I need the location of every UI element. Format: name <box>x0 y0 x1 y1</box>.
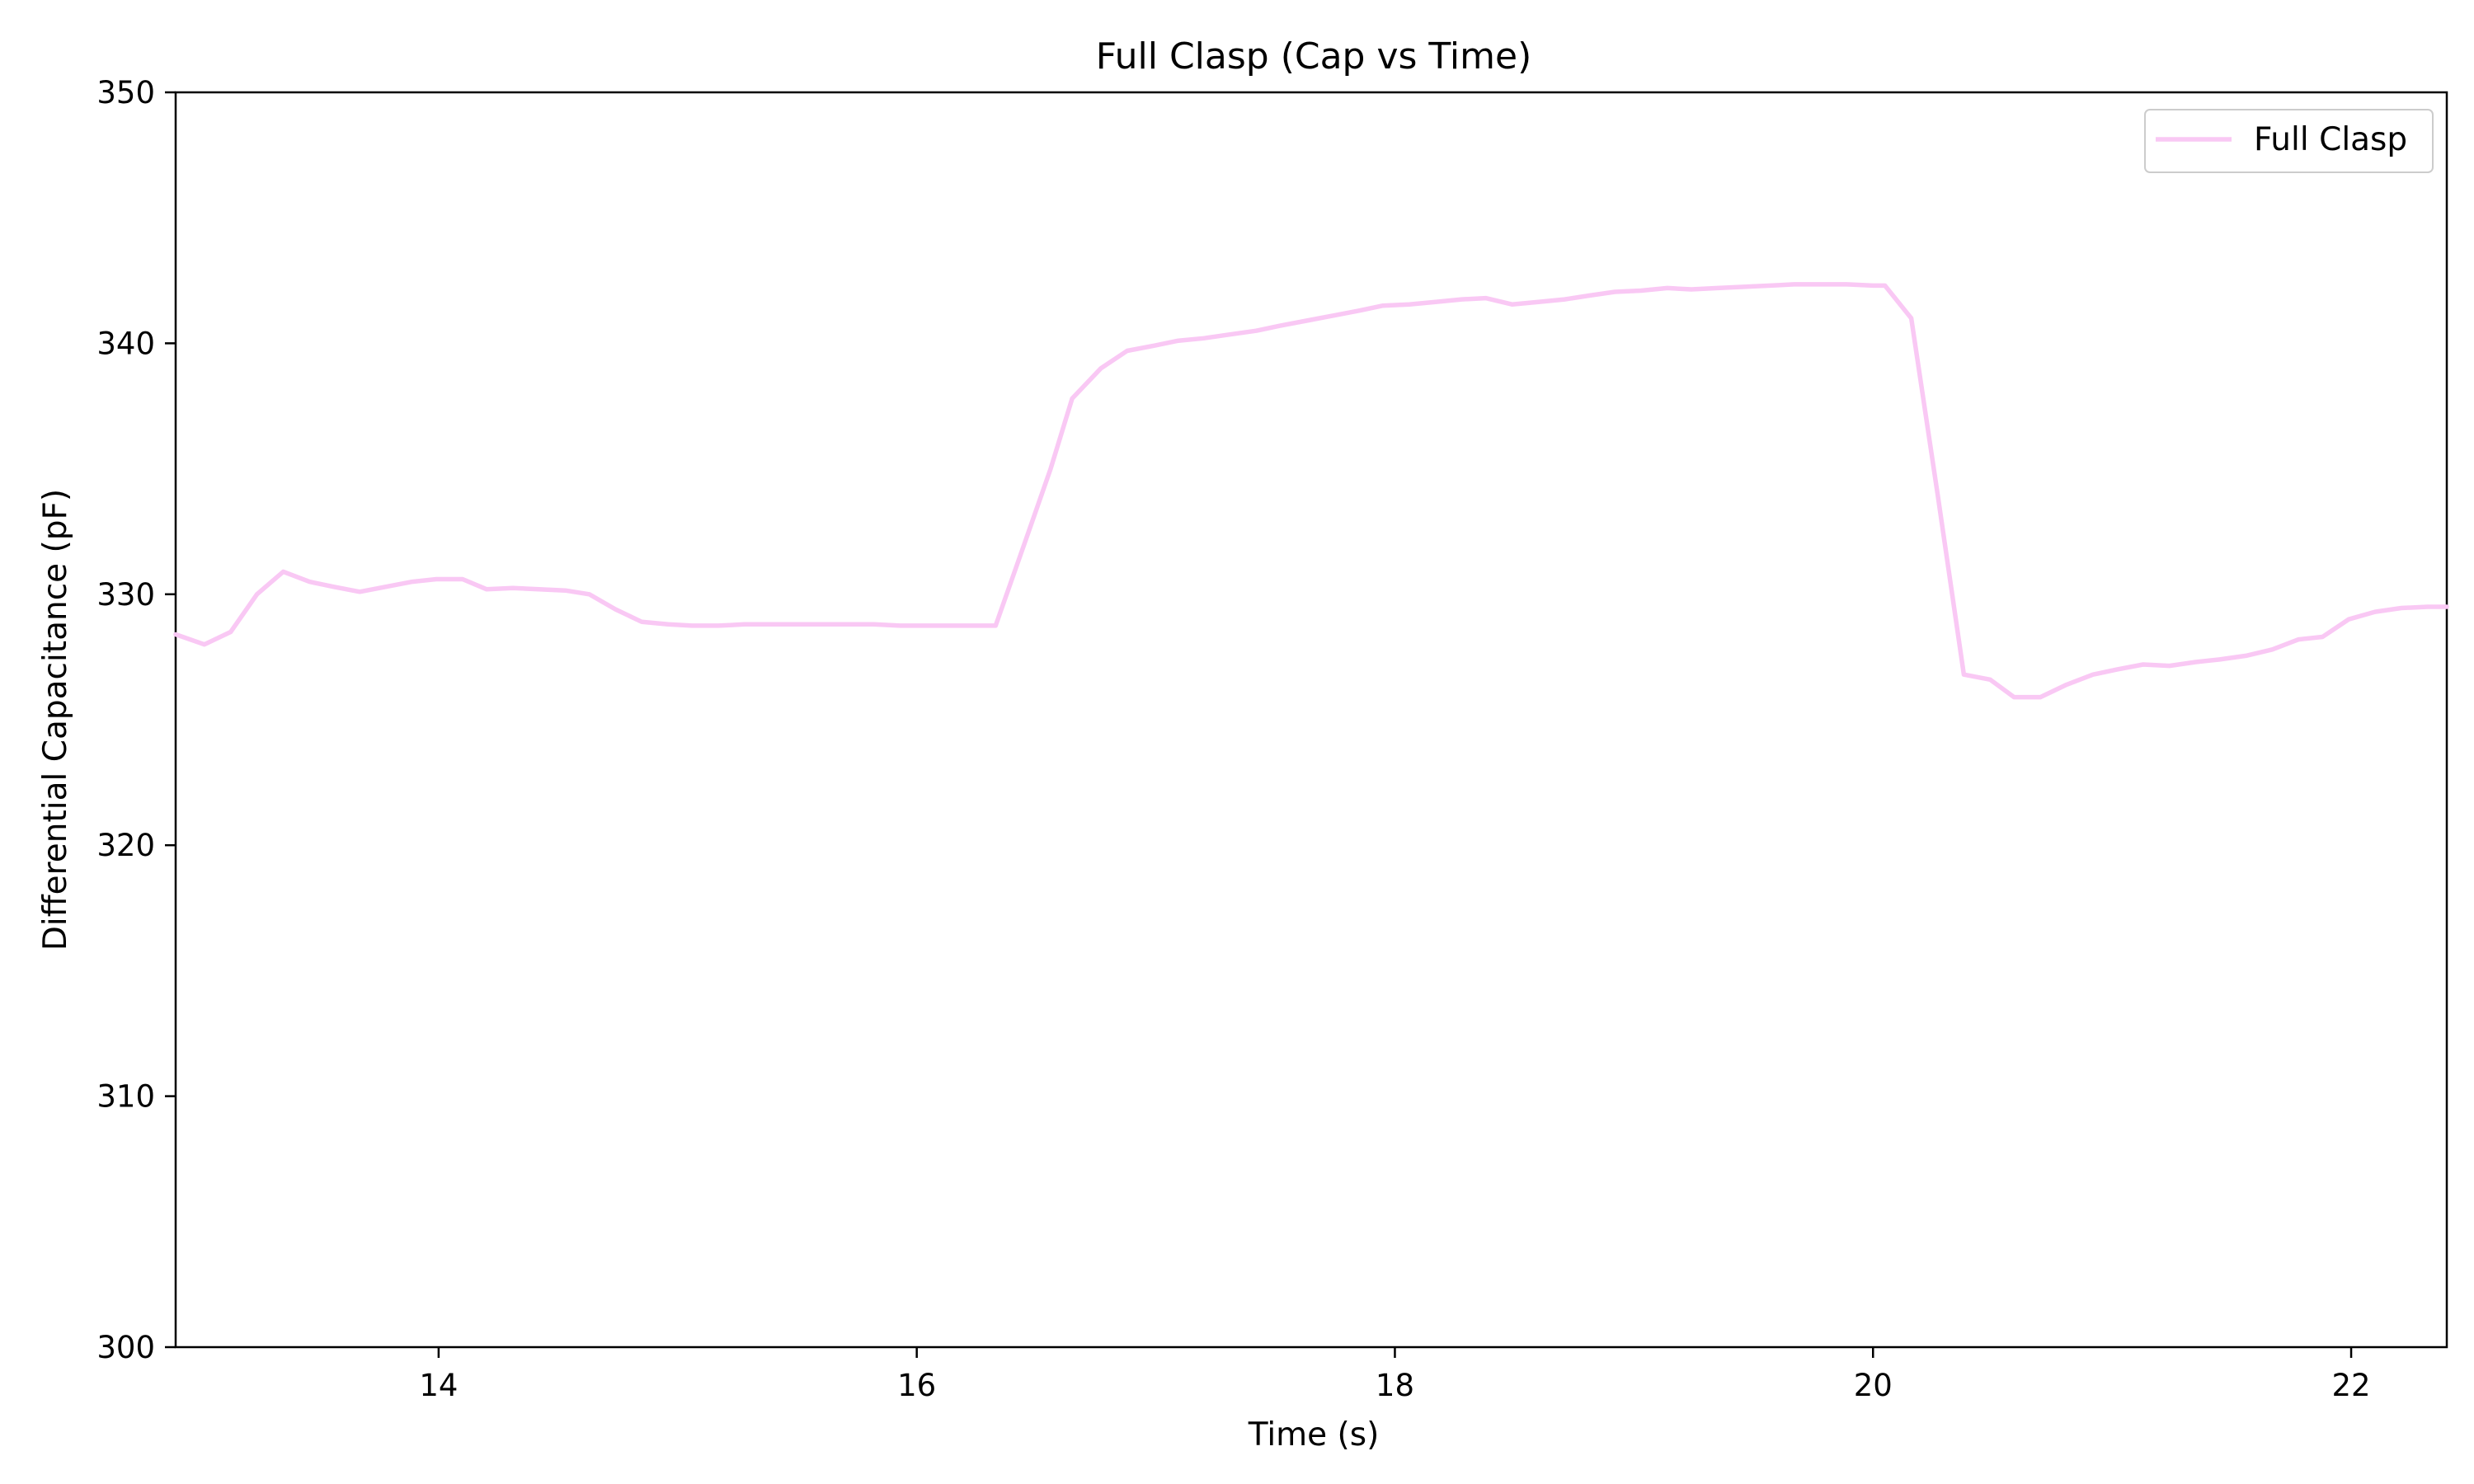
y-axis-label: Differential Capacitance (pF) <box>37 489 74 951</box>
legend-label: Full Clasp <box>2254 121 2407 158</box>
legend-box <box>2144 109 2434 173</box>
x-tick-label: 16 <box>897 1368 936 1403</box>
x-tick-label: 18 <box>1376 1368 1414 1403</box>
y-tick-label: 300 <box>96 1330 155 1365</box>
y-tick-label: 340 <box>96 326 155 361</box>
x-tick-label: 14 <box>419 1368 458 1403</box>
series-line-0 <box>173 282 2449 700</box>
y-tick-label: 350 <box>96 75 155 110</box>
y-tick-label: 320 <box>96 828 155 863</box>
x-tick-label: 22 <box>2331 1368 2370 1403</box>
chart-title: Full Clasp (Cap vs Time) <box>1096 35 1532 77</box>
x-axis-label: Time (s) <box>1248 1416 1380 1453</box>
legend: Full Clasp <box>2144 109 2434 173</box>
x-tick-label: 20 <box>1854 1368 1893 1403</box>
x-axis: 14 16 18 20 22 <box>419 1347 2371 1403</box>
y-tick-label: 310 <box>96 1079 155 1115</box>
y-tick-label: 330 <box>96 577 155 613</box>
y-axis: 300 310 320 330 340 350 <box>96 75 176 1365</box>
series-layer <box>173 282 2449 700</box>
plot-area <box>173 91 2449 1349</box>
plot-frame <box>174 91 2448 1349</box>
